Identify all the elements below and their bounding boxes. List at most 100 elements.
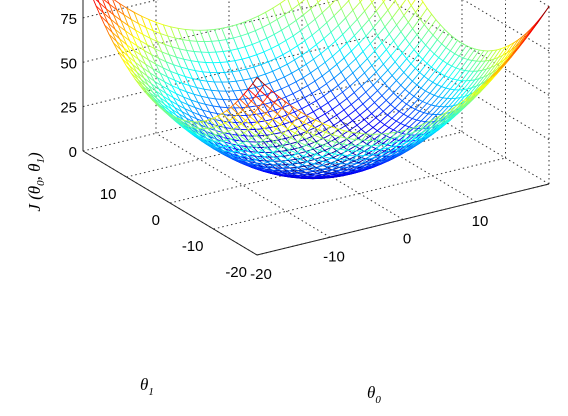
surface-mesh-segment xyxy=(167,76,176,81)
surface-mesh-segment xyxy=(232,89,241,92)
surface-mesh-segment xyxy=(371,146,377,149)
surface-mesh-segment xyxy=(210,89,217,100)
surface-mesh-segment xyxy=(246,137,252,142)
surface-mesh-segment xyxy=(190,60,199,63)
surface-mesh-segment xyxy=(221,27,227,41)
surface-mesh-segment xyxy=(343,146,349,151)
surface-mesh-segment xyxy=(126,7,135,13)
surface-mesh-segment xyxy=(512,45,521,55)
surface-mesh-segment xyxy=(515,35,524,48)
surface-mesh-segment xyxy=(263,103,269,113)
surface-mesh-segment xyxy=(403,113,409,118)
surface-mesh-segment xyxy=(360,128,367,134)
surface-mesh-segment xyxy=(257,11,266,17)
surface-mesh-segment xyxy=(414,108,421,112)
surface-mesh-segment xyxy=(307,115,316,121)
surface-mesh-segment xyxy=(146,44,152,56)
surface-mesh-segment xyxy=(257,120,266,123)
surface-mesh-segment xyxy=(369,90,378,98)
surface-mesh-segment xyxy=(108,3,115,16)
surface-mesh-segment xyxy=(162,95,171,102)
surface-mesh-segment xyxy=(443,98,453,108)
surface-mesh-segment xyxy=(330,90,336,99)
surface-mesh-segment xyxy=(219,62,225,73)
surface-mesh-segment xyxy=(255,134,264,141)
surface-mesh-segment xyxy=(265,7,274,13)
surface-mesh-segment xyxy=(404,124,410,128)
surface-mesh-segment xyxy=(330,24,339,33)
surface-mesh-segment xyxy=(299,30,306,42)
surface-mesh-segment xyxy=(368,71,377,80)
surface-mesh-segment xyxy=(224,71,233,73)
surface-mesh-segment xyxy=(376,124,386,132)
y-gridline xyxy=(169,131,463,204)
surface-mesh-segment xyxy=(221,26,230,29)
surface-mesh-segment xyxy=(452,69,461,80)
surface-mesh-segment xyxy=(455,89,464,99)
surface-mesh-segment xyxy=(317,129,327,133)
surface-mesh-segment xyxy=(142,67,148,77)
surface-mesh-segment xyxy=(212,62,218,74)
surface-mesh-segment xyxy=(298,121,305,129)
surface-mesh-segment xyxy=(361,158,368,164)
surface-mesh-segment xyxy=(407,67,416,78)
surface-mesh-segment xyxy=(329,69,335,79)
surface-mesh-segment xyxy=(383,0,386,3)
surface-mesh-segment xyxy=(335,141,344,145)
surface-mesh-segment xyxy=(398,58,408,68)
surface-mesh-segment xyxy=(272,113,278,120)
surface-mesh-segment xyxy=(268,123,277,130)
surface-mesh-segment xyxy=(255,95,264,103)
surface-mesh-segment xyxy=(197,101,203,111)
surface-mesh-segment xyxy=(391,66,400,77)
surface-mesh-segment xyxy=(212,133,221,137)
surface-mesh-segment xyxy=(272,169,282,174)
surface-mesh-segment xyxy=(425,90,431,94)
surface-mesh-segment xyxy=(152,68,158,79)
surface-mesh-segment xyxy=(226,60,236,63)
surface-mesh-segment xyxy=(404,37,411,45)
surface-mesh-segment xyxy=(339,49,345,59)
surface-mesh-segment xyxy=(320,131,327,139)
surface-mesh-segment xyxy=(271,160,280,165)
surface-mesh-segment xyxy=(204,103,211,113)
surface-mesh-segment xyxy=(424,119,433,124)
surface-mesh-segment xyxy=(113,0,120,4)
surface-mesh-segment xyxy=(412,28,418,36)
surface-mesh-segment xyxy=(223,132,232,140)
surface-mesh-segment xyxy=(391,110,400,119)
surface-mesh-segment xyxy=(439,24,446,30)
surface-mesh-segment xyxy=(428,29,434,36)
surface-mesh-segment xyxy=(382,0,384,3)
surface-mesh-segment xyxy=(227,130,236,138)
surface-mesh-segment xyxy=(99,15,106,26)
surface-mesh-segment xyxy=(345,78,351,87)
surface-mesh-segment xyxy=(306,161,315,165)
surface-mesh-segment xyxy=(417,44,427,56)
surface-mesh-segment xyxy=(361,27,367,37)
surface-mesh-segment xyxy=(207,97,217,100)
surface-mesh-segment xyxy=(307,80,316,87)
surface-mesh-segment xyxy=(137,58,144,69)
surface-mesh-segment xyxy=(404,139,413,144)
surface-mesh-segment xyxy=(266,132,273,138)
surface-mesh-segment xyxy=(333,120,342,126)
surface-mesh-segment xyxy=(140,78,149,86)
surface-mesh-segment xyxy=(217,113,223,117)
surface-mesh-segment xyxy=(283,158,289,163)
surface-mesh-segment xyxy=(133,49,142,56)
surface-mesh-segment xyxy=(345,72,354,80)
surface-mesh-segment xyxy=(344,130,353,133)
surface-mesh-segment xyxy=(449,107,458,114)
surface-mesh-segment xyxy=(427,119,433,127)
surface-mesh-segment xyxy=(270,44,280,49)
surface-mesh-segment xyxy=(229,133,235,141)
surface-mesh-segment xyxy=(360,123,370,130)
surface-mesh-segment xyxy=(326,169,333,174)
surface-mesh-segment xyxy=(368,10,377,21)
surface-mesh-segment xyxy=(280,155,289,160)
surface-mesh-segment xyxy=(269,82,275,93)
surface-mesh-segment xyxy=(350,163,356,168)
surface-mesh-segment xyxy=(113,42,119,52)
surface-mesh-segment xyxy=(390,131,397,139)
